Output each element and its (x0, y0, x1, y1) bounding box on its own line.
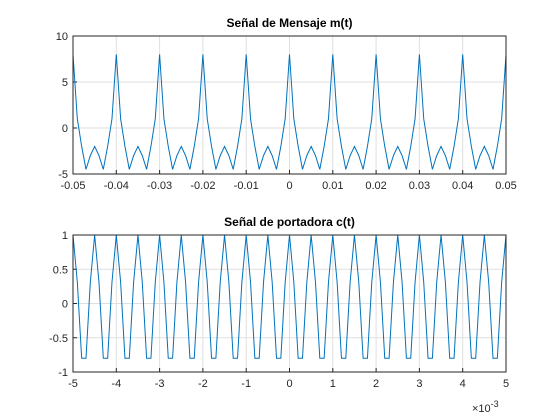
x-tick-label: -5 (68, 378, 78, 390)
x-tick-label: 0.04 (452, 180, 473, 192)
y-tick-label: 5 (62, 77, 68, 89)
x-tick-label: -4 (111, 378, 121, 390)
x-tick-label: -2 (198, 378, 208, 390)
x-tick-label: -0.04 (104, 180, 129, 192)
x-multiplier: ×10-3 (472, 399, 499, 415)
x-tick-label: 0.03 (409, 180, 430, 192)
axes-box (72, 35, 507, 175)
signal-line (72, 54, 507, 170)
x-tick-label: 0.05 (495, 180, 516, 192)
y-tick-label: -0.5 (49, 333, 68, 345)
y-tick-label: 10 (56, 31, 68, 43)
x-tick-label: 3 (416, 378, 422, 390)
x-tick-label: 0.02 (365, 180, 386, 192)
y-tick-label: 1 (62, 230, 68, 242)
x-tick-label: 0 (286, 378, 292, 390)
chart-title: Señal de Mensaje m(t) (226, 16, 352, 30)
x-tick-label: -3 (155, 378, 165, 390)
y-tick-label: 0 (62, 123, 68, 135)
chart-title: Señal de portadora c(t) (224, 215, 355, 229)
x-tick-label: 2 (373, 378, 379, 390)
x-tick-label: -1 (241, 378, 251, 390)
x-tick-label: 5 (503, 378, 509, 390)
x-tick-label: -0.03 (147, 180, 172, 192)
y-tick-label: -5 (58, 169, 68, 181)
x-multiplier-exponent: -3 (491, 399, 499, 409)
x-tick-label: 0 (286, 180, 292, 192)
x-tick-label: -0.05 (60, 180, 85, 192)
x-tick-label: -0.01 (234, 180, 259, 192)
x-tick-label: 4 (460, 378, 466, 390)
x-tick-label: 1 (330, 378, 336, 390)
y-tick-label: -1 (58, 367, 68, 379)
x-tick-label: 0.01 (322, 180, 343, 192)
x-tick-label: -0.02 (190, 180, 215, 192)
axes-box (72, 234, 507, 373)
y-tick-label: 0.5 (53, 264, 68, 276)
y-tick-label: 0 (62, 299, 68, 311)
x-multiplier-base: ×10 (472, 403, 491, 415)
